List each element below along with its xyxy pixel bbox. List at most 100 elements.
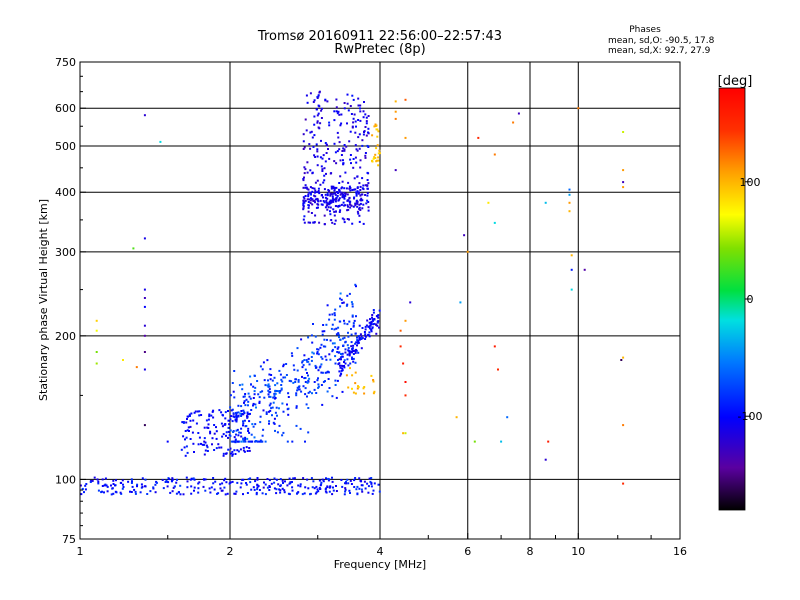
data-point	[337, 346, 340, 349]
data-point	[166, 485, 169, 488]
data-point	[493, 345, 496, 348]
data-point	[356, 336, 358, 339]
data-point	[340, 358, 342, 361]
data-point	[358, 337, 361, 340]
data-point	[256, 440, 259, 443]
data-point	[237, 415, 240, 418]
data-point	[339, 209, 342, 212]
data-point	[351, 314, 354, 317]
data-point	[362, 184, 365, 187]
data-point	[229, 434, 232, 437]
data-point	[377, 316, 380, 319]
data-point	[367, 333, 370, 336]
data-point	[204, 478, 207, 481]
data-point	[175, 481, 178, 484]
data-point	[349, 105, 352, 107]
data-point	[359, 107, 361, 110]
data-point	[320, 343, 323, 346]
data-point	[152, 487, 155, 490]
data-point	[112, 492, 115, 495]
data-point	[235, 433, 237, 436]
data-point	[351, 189, 354, 191]
data-point	[316, 348, 319, 351]
data-point	[328, 121, 331, 124]
data-point	[321, 157, 324, 160]
data-point	[321, 478, 324, 481]
data-point	[356, 344, 358, 347]
data-point	[404, 381, 407, 383]
x-axis-label: Frequency [MHz]	[334, 558, 426, 571]
data-point	[275, 492, 278, 495]
data-point	[249, 412, 251, 415]
data-point	[336, 351, 339, 353]
data-point	[154, 491, 157, 494]
data-point	[366, 199, 369, 202]
data-point	[303, 197, 306, 200]
data-point	[110, 493, 113, 496]
data-point	[340, 191, 343, 194]
data-point	[247, 404, 249, 407]
data-point	[317, 203, 320, 206]
data-point	[343, 218, 346, 221]
data-point	[347, 205, 349, 208]
data-point	[254, 440, 257, 443]
data-point	[140, 483, 143, 486]
data-point	[303, 201, 306, 204]
colorbar	[718, 87, 746, 511]
data-point	[361, 187, 364, 190]
data-point	[288, 477, 291, 480]
data-point	[171, 490, 174, 493]
data-point	[318, 192, 321, 195]
data-point	[338, 320, 341, 323]
data-point	[307, 204, 310, 207]
data-point	[198, 436, 201, 439]
data-point	[314, 492, 317, 495]
data-point	[290, 352, 293, 355]
data-point	[185, 421, 188, 424]
data-point	[367, 182, 370, 185]
data-point	[95, 319, 98, 322]
data-point	[313, 194, 316, 197]
data-point	[330, 327, 333, 330]
data-point	[241, 412, 244, 415]
data-point	[103, 491, 105, 494]
data-point	[227, 419, 230, 422]
data-point	[268, 404, 271, 407]
data-point	[323, 174, 326, 177]
data-point	[323, 330, 326, 333]
data-point	[329, 194, 332, 197]
data-point	[264, 483, 267, 486]
data-point	[331, 493, 334, 496]
data-point	[296, 492, 298, 495]
data-point	[149, 490, 152, 493]
data-point	[365, 134, 368, 137]
data-point	[245, 483, 248, 486]
data-point	[363, 480, 366, 483]
data-point	[302, 196, 305, 199]
data-point	[274, 411, 277, 414]
data-point	[339, 124, 342, 127]
data-point	[316, 114, 319, 117]
data-point	[259, 421, 262, 424]
data-point	[367, 201, 370, 203]
data-point	[121, 487, 124, 490]
data-point	[200, 414, 203, 416]
data-point	[364, 334, 367, 337]
data-point	[225, 452, 227, 455]
data-point	[343, 149, 346, 152]
data-point	[376, 144, 379, 147]
data-point	[351, 358, 354, 360]
data-point	[355, 194, 358, 197]
data-point	[164, 481, 167, 483]
data-point	[335, 196, 338, 199]
data-point	[309, 199, 312, 202]
data-point	[455, 416, 458, 419]
data-point	[130, 478, 133, 481]
data-point	[184, 454, 187, 457]
data-point	[193, 486, 196, 489]
data-point	[271, 414, 273, 417]
data-point	[338, 197, 341, 200]
data-point	[372, 379, 375, 381]
data-point	[337, 326, 340, 329]
data-point	[252, 385, 255, 388]
